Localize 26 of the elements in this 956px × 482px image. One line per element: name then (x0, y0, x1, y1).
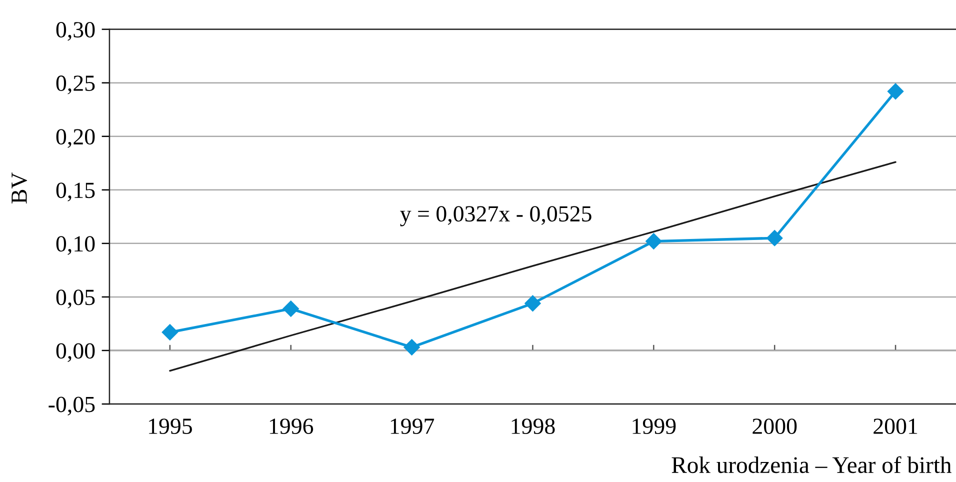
x-tick-label: 1996 (270, 418, 314, 434)
y-tick-label: 0,05 (56, 290, 95, 308)
x-tick-label: 2000 (752, 418, 797, 434)
point (887, 83, 904, 100)
x-tick-label: 2001 (874, 418, 918, 434)
point (524, 295, 542, 312)
y-tick-label: -0,05 (48, 396, 95, 416)
point (766, 230, 783, 246)
x-tick-label: 1998 (512, 418, 555, 434)
point (282, 300, 300, 318)
annotation: y = 0,0327x - 0,0525 (400, 206, 592, 226)
x-tick-label: 1999 (632, 418, 676, 434)
y-tick-label: 0,00 (56, 343, 95, 362)
line-series (169, 161, 896, 372)
point (403, 338, 420, 356)
x-tick-label: 1995 (149, 418, 192, 434)
y-tick-label: 0,25 (56, 76, 95, 94)
point (645, 232, 662, 250)
y-tick-label: 0,20 (56, 129, 95, 148)
point (162, 324, 178, 341)
y-tick-label: 0,10 (56, 236, 95, 255)
x-tick-label: 1997 (390, 418, 434, 434)
y-tick-label: 0,30 (56, 22, 95, 41)
x-axis-title: Rok urodzenia – Year of birth (672, 456, 952, 474)
y-tick-label: 0,15 (56, 182, 95, 202)
y-axis-title: BV (12, 172, 28, 204)
